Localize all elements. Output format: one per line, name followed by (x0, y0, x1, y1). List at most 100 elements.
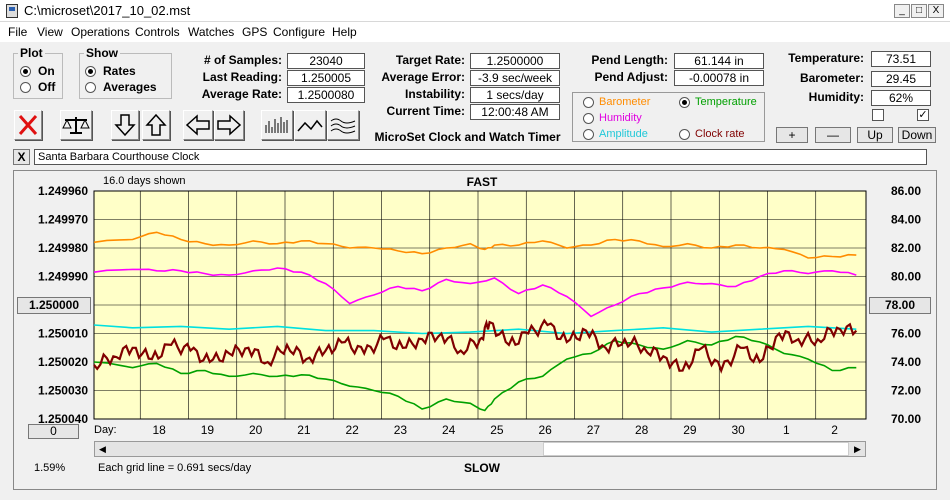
watch-name-field[interactable]: Santa Barbara Courthouse Clock (34, 149, 927, 165)
show-rates-radio[interactable] (85, 66, 96, 77)
left-axis-tick: 1.250030 (38, 384, 88, 398)
menu-controls[interactable]: Controls (135, 25, 180, 39)
close-window-button[interactable]: X (928, 4, 944, 18)
scroll-right-arrow-icon[interactable]: ▶ (854, 444, 861, 454)
right-axis-tick: 74.00 (891, 355, 921, 369)
app-name: MicroSet Clock and Watch Timer (374, 130, 561, 144)
right-axis-tick: 80.00 (891, 270, 921, 284)
menu-file[interactable]: File (8, 25, 28, 39)
pend-length-value[interactable]: 61.144 in (674, 53, 764, 69)
target-rate-value[interactable]: 1.2500000 (470, 53, 560, 69)
show-rates-label: Rates (103, 64, 136, 78)
close-x-icon (18, 115, 38, 135)
right-axis-tick: 82.00 (891, 241, 921, 255)
plus-button[interactable]: + (776, 127, 808, 143)
clock-rate-radio[interactable] (679, 129, 690, 140)
x-axis-tick: 21 (297, 423, 311, 437)
bar-graph-icon (265, 117, 288, 133)
left-axis-tick: 1.250040 (38, 412, 88, 426)
balance-button[interactable] (60, 110, 92, 140)
days-shown: 16.0 days shown (103, 175, 186, 187)
x-axis-tick: 26 (538, 423, 552, 437)
option-checkbox-1[interactable] (872, 109, 884, 121)
last-reading-label: Last Reading: (202, 70, 282, 84)
title-bar: C:\microset\2017_10_02.mst _ □ X (0, 0, 950, 22)
center-value-button[interactable]: 1.250000 (17, 297, 91, 314)
app-icon (6, 4, 18, 18)
right-axis-tick: 70.00 (891, 412, 921, 426)
x-axis-tick: 25 (490, 423, 504, 437)
x-axis-tick: 19 (201, 423, 215, 437)
temperature-label: Temperature: (788, 51, 864, 65)
samples-label: # of Samples: (203, 53, 282, 67)
arrow-left-button[interactable] (183, 110, 213, 140)
series-line-barometer (93, 231, 857, 259)
fast-label: FAST (466, 175, 498, 189)
x-axis-tick: 29 (683, 423, 697, 437)
show-averages-radio[interactable] (85, 82, 96, 93)
arrow-down-button[interactable] (111, 110, 139, 140)
plot-on-radio[interactable] (20, 66, 31, 77)
humidity-radio[interactable] (583, 113, 594, 124)
slow-label: SLOW (464, 461, 500, 475)
temperature-option-label: Temperature (695, 96, 757, 108)
bar-graph-button[interactable] (261, 110, 293, 140)
right-center-button[interactable]: 78.00 (869, 297, 931, 314)
wave-graph-button[interactable] (327, 110, 359, 140)
grid-note: Each grid line = 0.691 secs/day (98, 462, 252, 474)
menu-configure[interactable]: Configure (273, 25, 326, 39)
x-axis-tick: 22 (345, 423, 359, 437)
right-axis-tick: 72.00 (891, 384, 921, 398)
average-rate-value: 1.2500080 (287, 87, 365, 103)
left-axis-tick: 1.249970 (38, 213, 88, 227)
left-axis-tick: 1.249980 (38, 241, 88, 255)
barometer-radio[interactable] (583, 97, 594, 108)
minus-button[interactable]: — (815, 127, 851, 143)
menu-view[interactable]: View (37, 25, 63, 39)
arrow-up-button[interactable] (142, 110, 170, 140)
zero-button[interactable]: 0 (28, 424, 79, 439)
balance-scale-icon (62, 117, 90, 134)
pend-adjust-value: -0.00078 in (674, 70, 764, 86)
sensor-select-group (572, 92, 765, 142)
samples-value: 23040 (287, 53, 365, 69)
show-group (79, 53, 172, 99)
x-axis-tick: 23 (394, 423, 408, 437)
menu-help[interactable]: Help (332, 25, 357, 39)
menu-bar: File View Operations Controls Watches GP… (0, 22, 950, 42)
left-axis-tick: 1.249990 (38, 270, 88, 284)
arrow-right-button[interactable] (214, 110, 244, 140)
temperature-radio[interactable] (679, 97, 690, 108)
scroll-left-arrow-icon[interactable]: ◀ (99, 444, 106, 454)
average-rate-label: Average Rate: (201, 87, 282, 101)
series-line-amplitude (93, 324, 857, 335)
watch-close-button[interactable]: X (13, 149, 30, 165)
maximize-button[interactable]: □ (911, 4, 927, 18)
plot-off-radio[interactable] (20, 82, 31, 93)
barometer-option-label: Barometer (599, 96, 651, 108)
instability-label: Instability: (404, 87, 465, 101)
close-x-button[interactable] (14, 110, 42, 140)
scrollbar-thumb[interactable] (543, 442, 849, 456)
barometer-value: 29.45 (871, 71, 931, 87)
menu-gps[interactable]: GPS (242, 25, 268, 39)
x-axis-tick: 30 (731, 423, 745, 437)
amplitude-radio[interactable] (583, 129, 594, 140)
x-axis-tick: 20 (249, 423, 263, 437)
down-button[interactable]: Down (898, 127, 936, 143)
plot-off-label: Off (38, 80, 56, 94)
option-checkbox-2[interactable]: ✓ (917, 109, 929, 121)
up-button[interactable]: Up (857, 127, 893, 143)
humidity-label: Humidity: (808, 90, 864, 104)
plot-group-title: Plot (18, 46, 45, 60)
x-axis-tick: 1 (783, 423, 790, 437)
arrow-right-icon (217, 114, 242, 136)
target-rate-label: Target Rate: (395, 53, 465, 67)
menu-operations[interactable]: Operations (71, 25, 130, 39)
pend-length-label: Pend Length: (591, 53, 668, 67)
minimize-button[interactable]: _ (894, 4, 910, 18)
menu-watches[interactable]: Watches (188, 25, 235, 39)
series-line-temperature (93, 335, 857, 412)
line-graph-button[interactable] (294, 110, 326, 140)
